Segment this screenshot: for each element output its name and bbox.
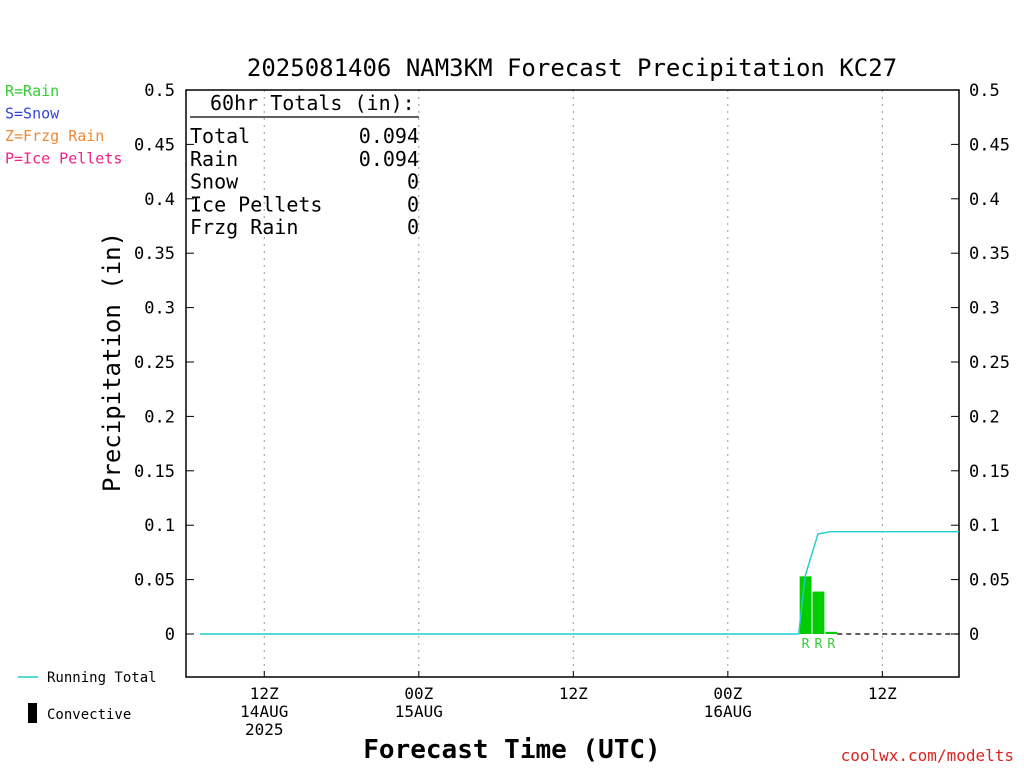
- convective-legend-label: Convective: [47, 707, 131, 723]
- y-tick-label-left: 0.25: [134, 353, 175, 373]
- x-tick-label: 00Z: [713, 684, 742, 703]
- totals-row-label: Ice Pellets: [190, 192, 322, 216]
- totals-row-label: Total: [190, 124, 250, 148]
- rain-bars: [799, 576, 838, 634]
- grid: [263, 90, 883, 677]
- y-tick-label-right: 0: [969, 625, 979, 645]
- plot-frame: [185, 89, 960, 678]
- x-tick-label: 2025: [245, 720, 284, 739]
- x-tick-label: 16AUG: [704, 702, 752, 721]
- ptype-legend-item: S=Snow: [5, 105, 60, 123]
- rain-bar: [812, 591, 825, 634]
- running-total-line: [199, 531, 959, 635]
- y-tick-label-left: 0.35: [134, 244, 175, 264]
- totals-header: 60hr Totals (in):: [210, 91, 415, 115]
- ptype-legend: R=Rain S=Snow Z=Frzg Rain P=Ice Pellets: [5, 82, 122, 168]
- totals-row-value: 0: [407, 170, 419, 194]
- totals-row-value: 0: [407, 215, 419, 239]
- ptype-label: R: [827, 637, 835, 652]
- y-tick-label-right: 0.15: [969, 462, 1010, 482]
- y-tick-label-right: 0.25: [969, 353, 1010, 373]
- totals-box: 60hr Totals (in): Total 0.094 Rain 0.094 Sno…: [190, 91, 419, 239]
- totals-row-value: 0: [407, 192, 419, 216]
- x-tick-label: 12Z: [559, 684, 588, 703]
- credit-text: coolwx.com/modelts: [841, 746, 1014, 765]
- ptype-legend-item: Z=Frzg Rain: [5, 127, 104, 145]
- totals-row-label: Snow: [190, 170, 239, 194]
- y-axis: 0 00.05 0.050.1 0.10.15 0.150.2 0.20.25 0.250.…: [134, 81, 1010, 645]
- totals-row-label: Rain: [190, 147, 238, 171]
- y-tick-label-right: 0.1: [969, 516, 1000, 536]
- convective-legend: Convective: [28, 703, 131, 723]
- chart-title: 2025081406 NAM3KM Forecast Precipitation…: [247, 54, 897, 82]
- y-tick-label-right: 0.45: [969, 135, 1010, 155]
- y-tick-label-right: 0.2: [969, 407, 1000, 427]
- y-tick-label-left: 0.1: [144, 516, 175, 536]
- x-tick-label: 15AUG: [395, 702, 443, 721]
- y-tick-label-right: 0.5: [969, 81, 1000, 101]
- y-tick-label-left: 0.3: [144, 299, 175, 319]
- ptype-label: R: [802, 637, 810, 652]
- running-total-legend: Running Total: [18, 670, 157, 686]
- y-tick-label-left: 0.45: [134, 135, 175, 155]
- y-tick-label-left: 0.2: [144, 407, 175, 427]
- x-axis-label: Forecast Time (UTC): [363, 735, 660, 765]
- totals-row-value: 0.094: [359, 124, 419, 148]
- convective-legend-swatch: [28, 703, 37, 723]
- y-axis-label: Precipitation (in): [98, 232, 126, 492]
- running-total-legend-label: Running Total: [47, 670, 157, 686]
- y-tick-label-left: 0.4: [144, 190, 175, 210]
- y-tick-label-left: 0.05: [134, 571, 175, 591]
- ptype-legend-item: R=Rain: [5, 82, 59, 100]
- rain-bar: [799, 576, 812, 634]
- y-tick-label-left: 0.15: [134, 462, 175, 482]
- y-tick-label-right: 0.35: [969, 244, 1010, 264]
- x-tick-label: 14AUG: [240, 702, 288, 721]
- ptype-label: R: [815, 637, 823, 652]
- rain-bar: [825, 631, 838, 634]
- y-tick-label-right: 0.3: [969, 299, 1000, 319]
- x-tick-label: 12Z: [868, 684, 897, 703]
- x-tick-label: 12Z: [250, 684, 279, 703]
- y-tick-label-left: 0: [165, 625, 175, 645]
- totals-row-value: 0.094: [359, 147, 419, 171]
- y-tick-label-right: 0.4: [969, 190, 1000, 210]
- totals-row-label: Frzg Rain: [190, 215, 298, 239]
- y-tick-label-left: 0.5: [144, 81, 175, 101]
- ptype-legend-item: P=Ice Pellets: [5, 150, 122, 168]
- x-tick-label: 00Z: [404, 684, 433, 703]
- y-tick-label-right: 0.05: [969, 571, 1010, 591]
